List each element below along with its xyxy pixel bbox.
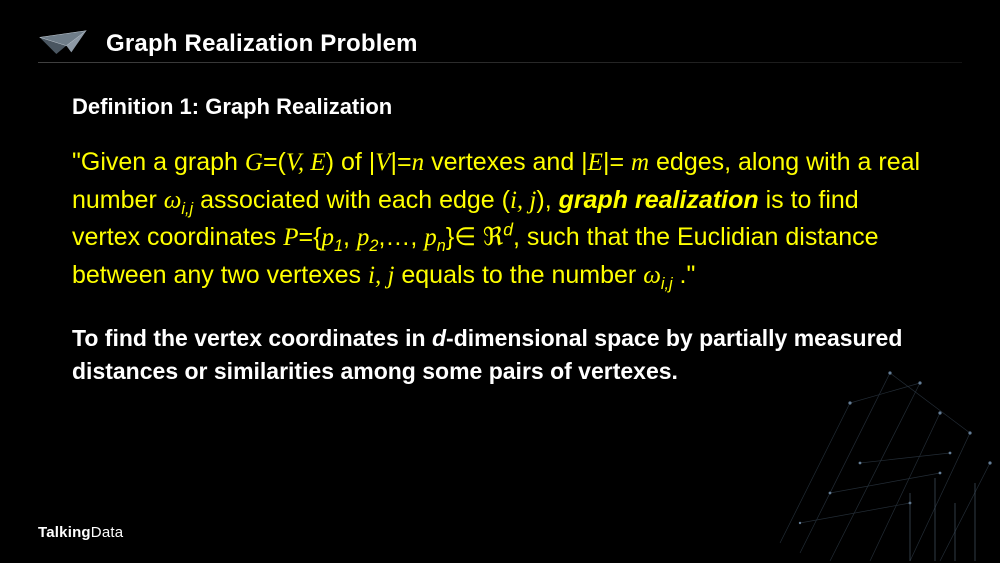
slide-root: Graph Realization Problem Definition 1: …	[0, 0, 1000, 563]
paper-plane-icon	[38, 29, 88, 59]
footer-brand-light: Data	[91, 524, 124, 541]
definition-summary: To find the vertex coordinates in d-dime…	[72, 322, 928, 387]
slide-title: Graph Realization Problem	[106, 30, 418, 58]
definition-body: "Given a graph G=(V, E) of |V|=n vertexe…	[72, 144, 928, 294]
definition-heading: Definition 1: Graph Realization	[72, 94, 928, 120]
header-divider	[38, 62, 962, 63]
slide-header: Graph Realization Problem	[0, 0, 1000, 70]
slide-content: Definition 1: Graph Realization "Given a…	[0, 70, 1000, 387]
footer-brand-bold: Talking	[38, 524, 91, 541]
footer-brand: TalkingData	[38, 524, 123, 541]
